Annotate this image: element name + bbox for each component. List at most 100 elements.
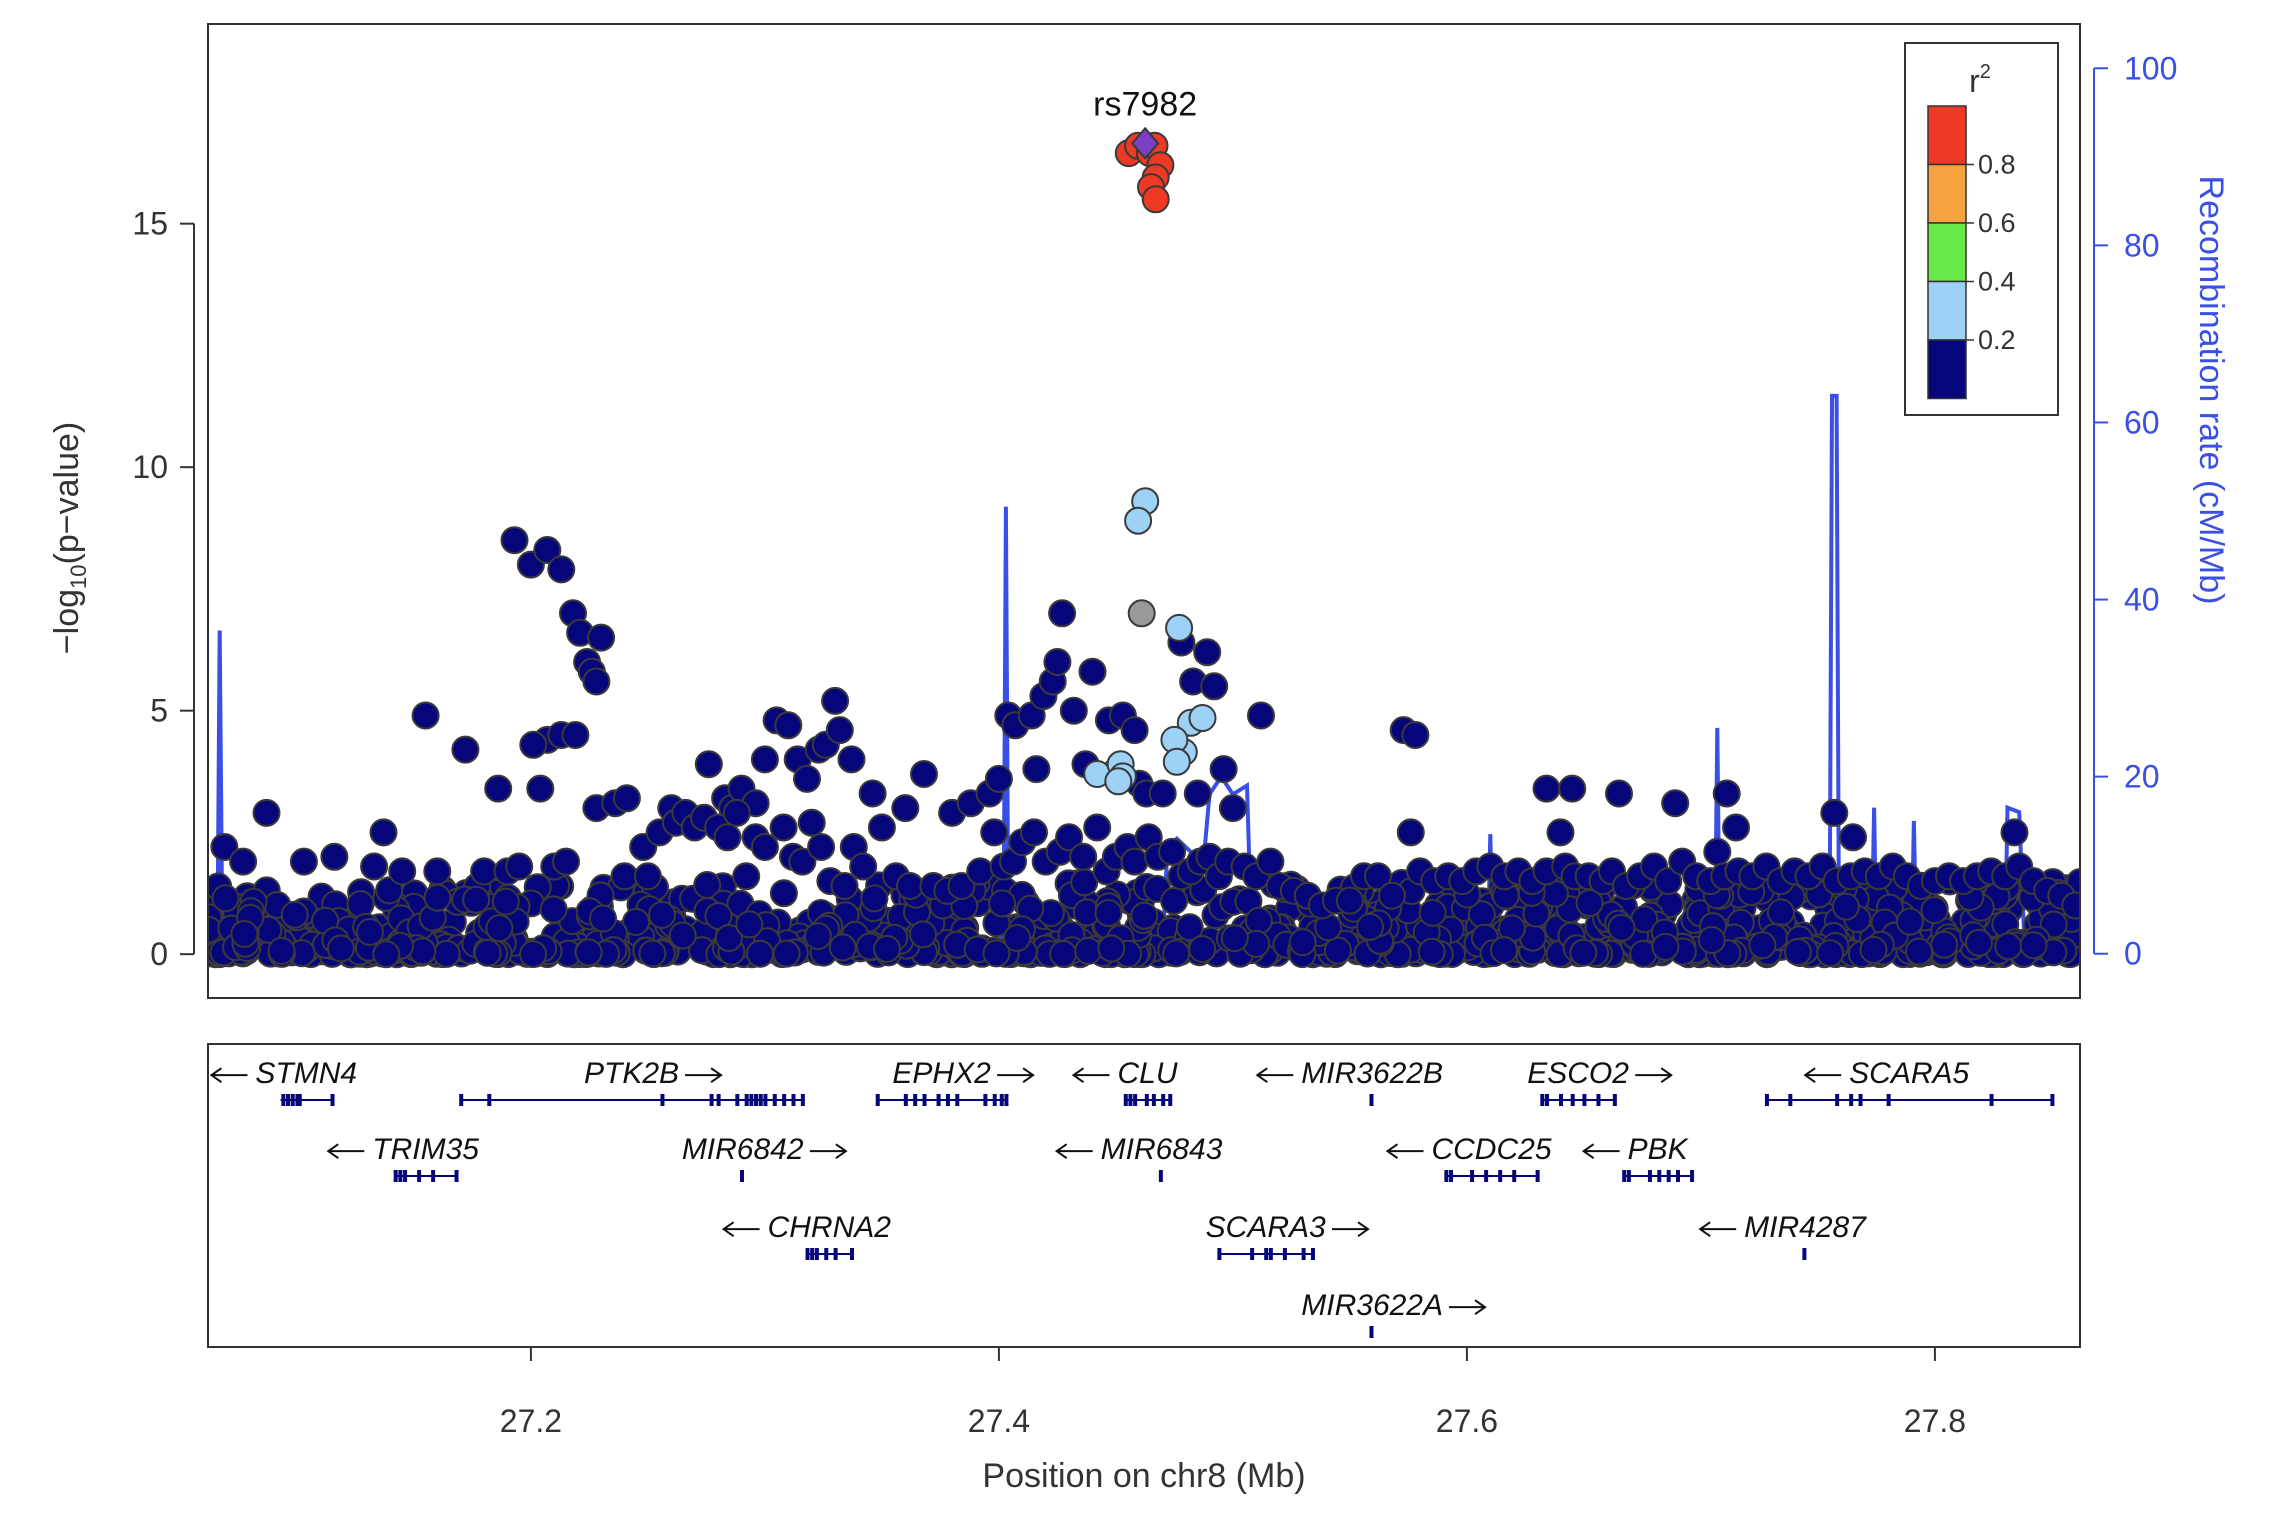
snp-point <box>1188 704 1217 732</box>
snp-point <box>519 940 548 969</box>
snp-point <box>1748 931 1777 960</box>
snp-point <box>648 900 676 929</box>
gene-exon <box>1622 1170 1627 1182</box>
snp-point <box>1661 789 1690 818</box>
gene-exon <box>1676 1170 1681 1182</box>
snp-point <box>1904 937 1933 966</box>
snp-point <box>1859 935 1888 964</box>
snp-point <box>500 526 529 555</box>
snp-point <box>1820 798 1849 827</box>
gene-exon <box>660 1094 665 1106</box>
gene-exon <box>791 1094 796 1106</box>
snp-point <box>1378 881 1406 910</box>
snp-point <box>388 857 417 886</box>
left-tick-label: 10 <box>132 449 168 485</box>
snp-point <box>473 938 502 967</box>
gene-ccdc25: CCDC25 <box>1385 1133 1552 1182</box>
snp-point <box>369 818 398 847</box>
gene-exon <box>459 1094 464 1106</box>
gene-exon <box>922 1094 927 1106</box>
snp-point <box>1083 813 1112 842</box>
snp-point <box>589 904 617 933</box>
snp-point <box>1120 847 1149 876</box>
snp-point <box>1722 813 1750 842</box>
gene-exon <box>403 1170 408 1182</box>
snp-point <box>1569 938 1598 967</box>
snp-point <box>1654 867 1683 896</box>
snp-point <box>1048 599 1077 628</box>
gene-label: MIR6843 <box>1101 1133 1223 1166</box>
gene-stmn4: STMN4 <box>209 1057 357 1106</box>
gene-exon <box>1858 1094 1863 1106</box>
snp-point <box>891 794 920 823</box>
snp-point <box>807 833 836 861</box>
snp-point <box>837 745 866 774</box>
snp-point <box>750 833 779 861</box>
gene-exon <box>1570 1094 1575 1106</box>
gene-label: CHRNA2 <box>768 1211 892 1244</box>
snp-point <box>1160 886 1189 915</box>
gene-exon <box>800 1094 805 1106</box>
snp-point <box>722 798 751 827</box>
gene-exon <box>295 1094 300 1106</box>
snp-point <box>1335 886 1364 915</box>
x-axis-title: Position on chr8 (Mb) <box>982 1457 1305 1495</box>
gene-label: MIR3622A <box>1301 1289 1443 1322</box>
snp-point <box>1816 939 1845 968</box>
gene-exon <box>1161 1094 1166 1106</box>
gene-exon <box>1626 1170 1631 1182</box>
legend-tick-label: 0.8 <box>1978 150 2016 180</box>
snp-point <box>860 884 889 913</box>
snp-point <box>1124 506 1153 535</box>
snp-point <box>638 939 667 968</box>
snp-point <box>750 745 779 774</box>
gene-exon <box>1004 1094 1009 1106</box>
snp-point <box>1396 818 1425 847</box>
strand-arrow-right <box>1635 1067 1673 1083</box>
gene-ephx2: EPHX2 <box>875 1057 1035 1106</box>
snp-point <box>582 667 611 696</box>
snp-point <box>821 686 850 715</box>
gene-scara3: SCARA3 <box>1206 1211 1370 1260</box>
snp-point <box>252 798 281 827</box>
gene-mir3622b: MIR3622B <box>1255 1057 1443 1106</box>
gene-exon <box>1217 1248 1222 1260</box>
gene-exon <box>945 1094 950 1106</box>
snp-point <box>1930 930 1959 959</box>
gene-exon <box>398 1170 403 1182</box>
snp-point <box>988 889 1017 918</box>
gene-exon <box>1835 1094 1840 1106</box>
snp-point <box>1490 936 1518 965</box>
gene-exon <box>1535 1170 1540 1182</box>
right-y-axis-title: Recombination rate (cM/Mb) <box>2192 176 2230 605</box>
snp-point <box>547 555 576 584</box>
gene-clu: CLU <box>1071 1057 1178 1106</box>
snp-point <box>772 939 801 968</box>
snp-point <box>375 876 404 905</box>
snp-point <box>526 774 555 803</box>
gene-label: SCARA3 <box>1206 1211 1326 1244</box>
gene-exon <box>1250 1248 1255 1260</box>
snp-point <box>828 933 857 962</box>
left-tick-label: 15 <box>132 206 168 242</box>
snp-point <box>982 939 1011 968</box>
snp-point <box>533 536 562 564</box>
snp-point <box>211 884 240 913</box>
snp-point <box>470 857 499 886</box>
snp-point <box>1165 613 1194 642</box>
snp-point <box>320 842 349 871</box>
right-y-axis: 0 20 40 60 80 100 <box>2093 50 2177 972</box>
gene-exon <box>1484 1170 1489 1182</box>
strand-arrow-right <box>1332 1221 1370 1237</box>
gene-exon <box>824 1248 829 1260</box>
snp-point <box>519 730 548 759</box>
snp-point <box>1783 938 1812 966</box>
snp-point <box>896 872 924 900</box>
snp-point <box>423 857 452 886</box>
strand-arrow-left <box>1385 1143 1424 1159</box>
snp-point <box>732 862 761 891</box>
gene-label: CLU <box>1118 1057 1178 1090</box>
snp-point <box>372 940 401 969</box>
gene-exon <box>1151 1094 1156 1106</box>
snp-point <box>1158 837 1187 866</box>
